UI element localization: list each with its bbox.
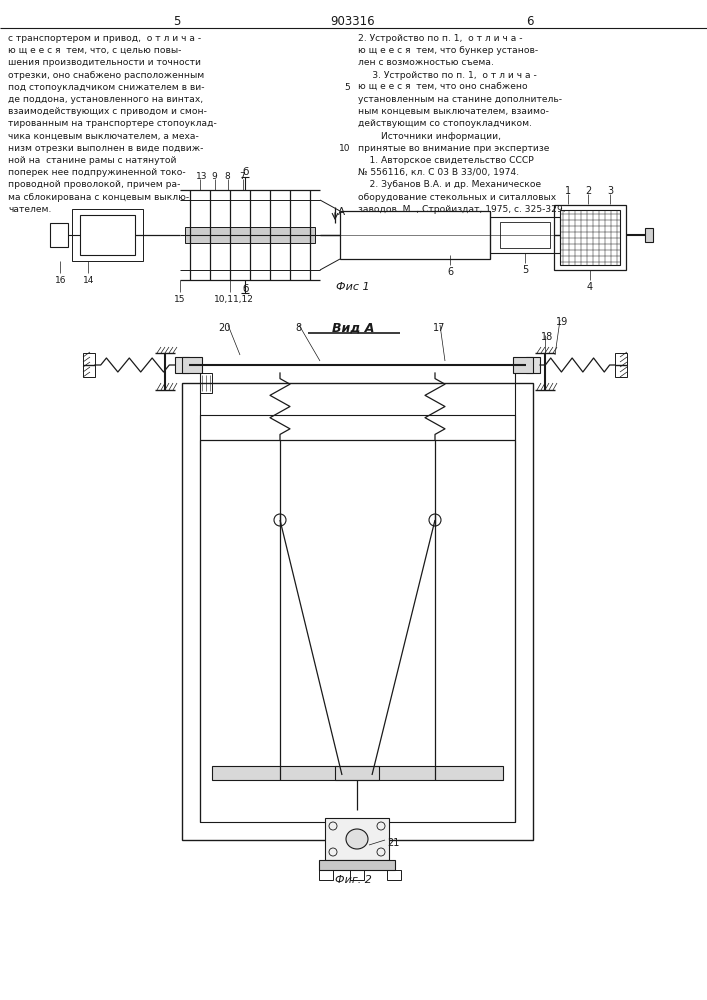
Text: отрезки, оно снабжено расположенным: отрезки, оно снабжено расположенным [8,71,204,80]
Text: 16: 16 [55,276,66,285]
Bar [490,217,560,253]
Bar [200,373,212,393]
Text: проводной проволокой, причем ра-: проводной проволокой, причем ра- [8,180,180,189]
Text: принятые во внимание при экспертизе: принятые во внимание при экспертизе [358,144,549,153]
Text: под стопоукладчиком снижателем в ви-: под стопоукладчиком снижателем в ви- [8,83,204,92]
Bar [335,766,379,780]
Text: 13: 13 [196,172,207,181]
Bar [560,210,620,265]
Text: ю щ е е с я  тем, что, с целью повы-: ю щ е е с я тем, что, с целью повы- [8,46,182,55]
Text: ным концевым выключателем, взаимо-: ным концевым выключателем, взаимо- [358,107,549,116]
Ellipse shape [346,829,368,849]
Text: с транспортером и привод,  о т л и ч а -: с транспортером и привод, о т л и ч а - [8,34,201,43]
Text: ной на  станине рамы с натянутой: ной на станине рамы с натянутой [8,156,177,165]
Text: тированным на транспортере стопоуклад-: тированным на транспортере стопоуклад- [8,119,217,128]
Text: 10: 10 [339,144,350,153]
Text: Источники информации,: Источники информации, [358,132,501,141]
Text: 3. Устройство по п. 1,  о т л и ч а -: 3. Устройство по п. 1, о т л и ч а - [358,71,537,80]
Bar [83,353,95,377]
Bar [175,357,189,373]
Text: 6: 6 [526,15,534,28]
Text: шения производительности и точности: шения производительности и точности [8,58,201,67]
Text: 2. Зубанов В.А. и др. Механическое: 2. Зубанов В.А. и др. Механическое [358,180,541,189]
Text: установленным на станине дополнитель-: установленным на станине дополнитель- [358,95,562,104]
Text: 10,11,12: 10,11,12 [214,295,254,304]
Text: 2: 2 [585,186,591,196]
Text: 1: 1 [565,186,571,196]
Text: № 556116, кл. С 03 В 33/00, 1974.: № 556116, кл. С 03 В 33/00, 1974. [358,168,519,177]
Bar [340,211,490,259]
Bar [645,228,653,242]
Text: Вид А: Вид А [332,322,374,335]
Text: де поддона, установленного на винтах,: де поддона, установленного на винтах, [8,95,203,104]
Text: 17: 17 [433,323,445,333]
Text: чателем.: чателем. [8,205,52,214]
Bar [182,357,202,373]
Bar [319,860,395,870]
Text: 3: 3 [607,186,613,196]
Text: 7: 7 [239,172,245,181]
Bar [185,227,315,243]
Bar [513,357,533,373]
Text: ма сблокирована с концевым выклю-: ма сблокирована с концевым выклю- [8,193,189,202]
Text: лен с возможностью съема.: лен с возможностью съема. [358,58,494,67]
Text: чика концевым выключателем, а меха-: чика концевым выключателем, а меха- [8,132,199,141]
Text: Фиг. 2: Фиг. 2 [334,875,371,885]
Bar [200,415,515,822]
Text: ю щ е е с я  тем, что оно снабжено: ю щ е е с я тем, что оно снабжено [358,83,527,92]
Text: 1. Авторское свидетельство СССР: 1. Авторское свидетельство СССР [358,156,534,165]
Text: 21: 21 [387,838,399,848]
Bar [182,383,533,840]
Text: 20: 20 [218,323,230,333]
Text: 18: 18 [541,332,554,342]
Text: действующим со стопоукладчиком.: действующим со стопоукладчиком. [358,119,532,128]
Text: 4: 4 [587,282,593,292]
Text: оборудование стекольных и ситалловых: оборудование стекольных и ситалловых [358,193,556,202]
Bar [526,357,540,373]
Text: 8: 8 [224,172,230,181]
Text: б: б [242,167,248,177]
Text: поперек нее подпружиненной токо-: поперек нее подпружиненной токо- [8,168,186,177]
Text: А: А [338,207,345,217]
Text: 6: 6 [447,267,453,277]
Text: 8: 8 [295,323,301,333]
Text: 5: 5 [344,83,350,92]
Text: 9: 9 [211,172,217,181]
Text: заводов. М. , Стройиздат, 1975, с. 325-329.: заводов. М. , Стройиздат, 1975, с. 325-3… [358,205,566,214]
Bar [500,222,550,248]
Text: 5: 5 [173,15,181,28]
Text: 903316: 903316 [331,15,375,28]
Text: ю щ е е с я  тем, что бункер установ-: ю щ е е с я тем, что бункер установ- [358,46,538,55]
Text: 19: 19 [556,317,568,327]
Bar [554,205,626,270]
Text: взаимодействующих с приводом и смон-: взаимодействующих с приводом и смон- [8,107,207,116]
Text: б: б [242,284,248,294]
Bar [72,209,143,261]
Bar [325,818,389,860]
Text: 2. Устройство по п. 1,  о т л и ч а -: 2. Устройство по п. 1, о т л и ч а - [358,34,522,43]
Bar [350,870,364,880]
Bar [387,870,401,880]
Bar [212,766,503,780]
Bar [615,353,627,377]
Text: низм отрезки выполнен в виде подвиж-: низм отрезки выполнен в виде подвиж- [8,144,204,153]
Text: 5: 5 [522,265,528,275]
Bar [80,215,135,255]
Bar [50,223,68,247]
Text: 15: 15 [174,295,185,304]
Bar [319,870,333,880]
Text: 14: 14 [83,276,94,285]
Text: Фис 1: Фис 1 [337,282,370,292]
